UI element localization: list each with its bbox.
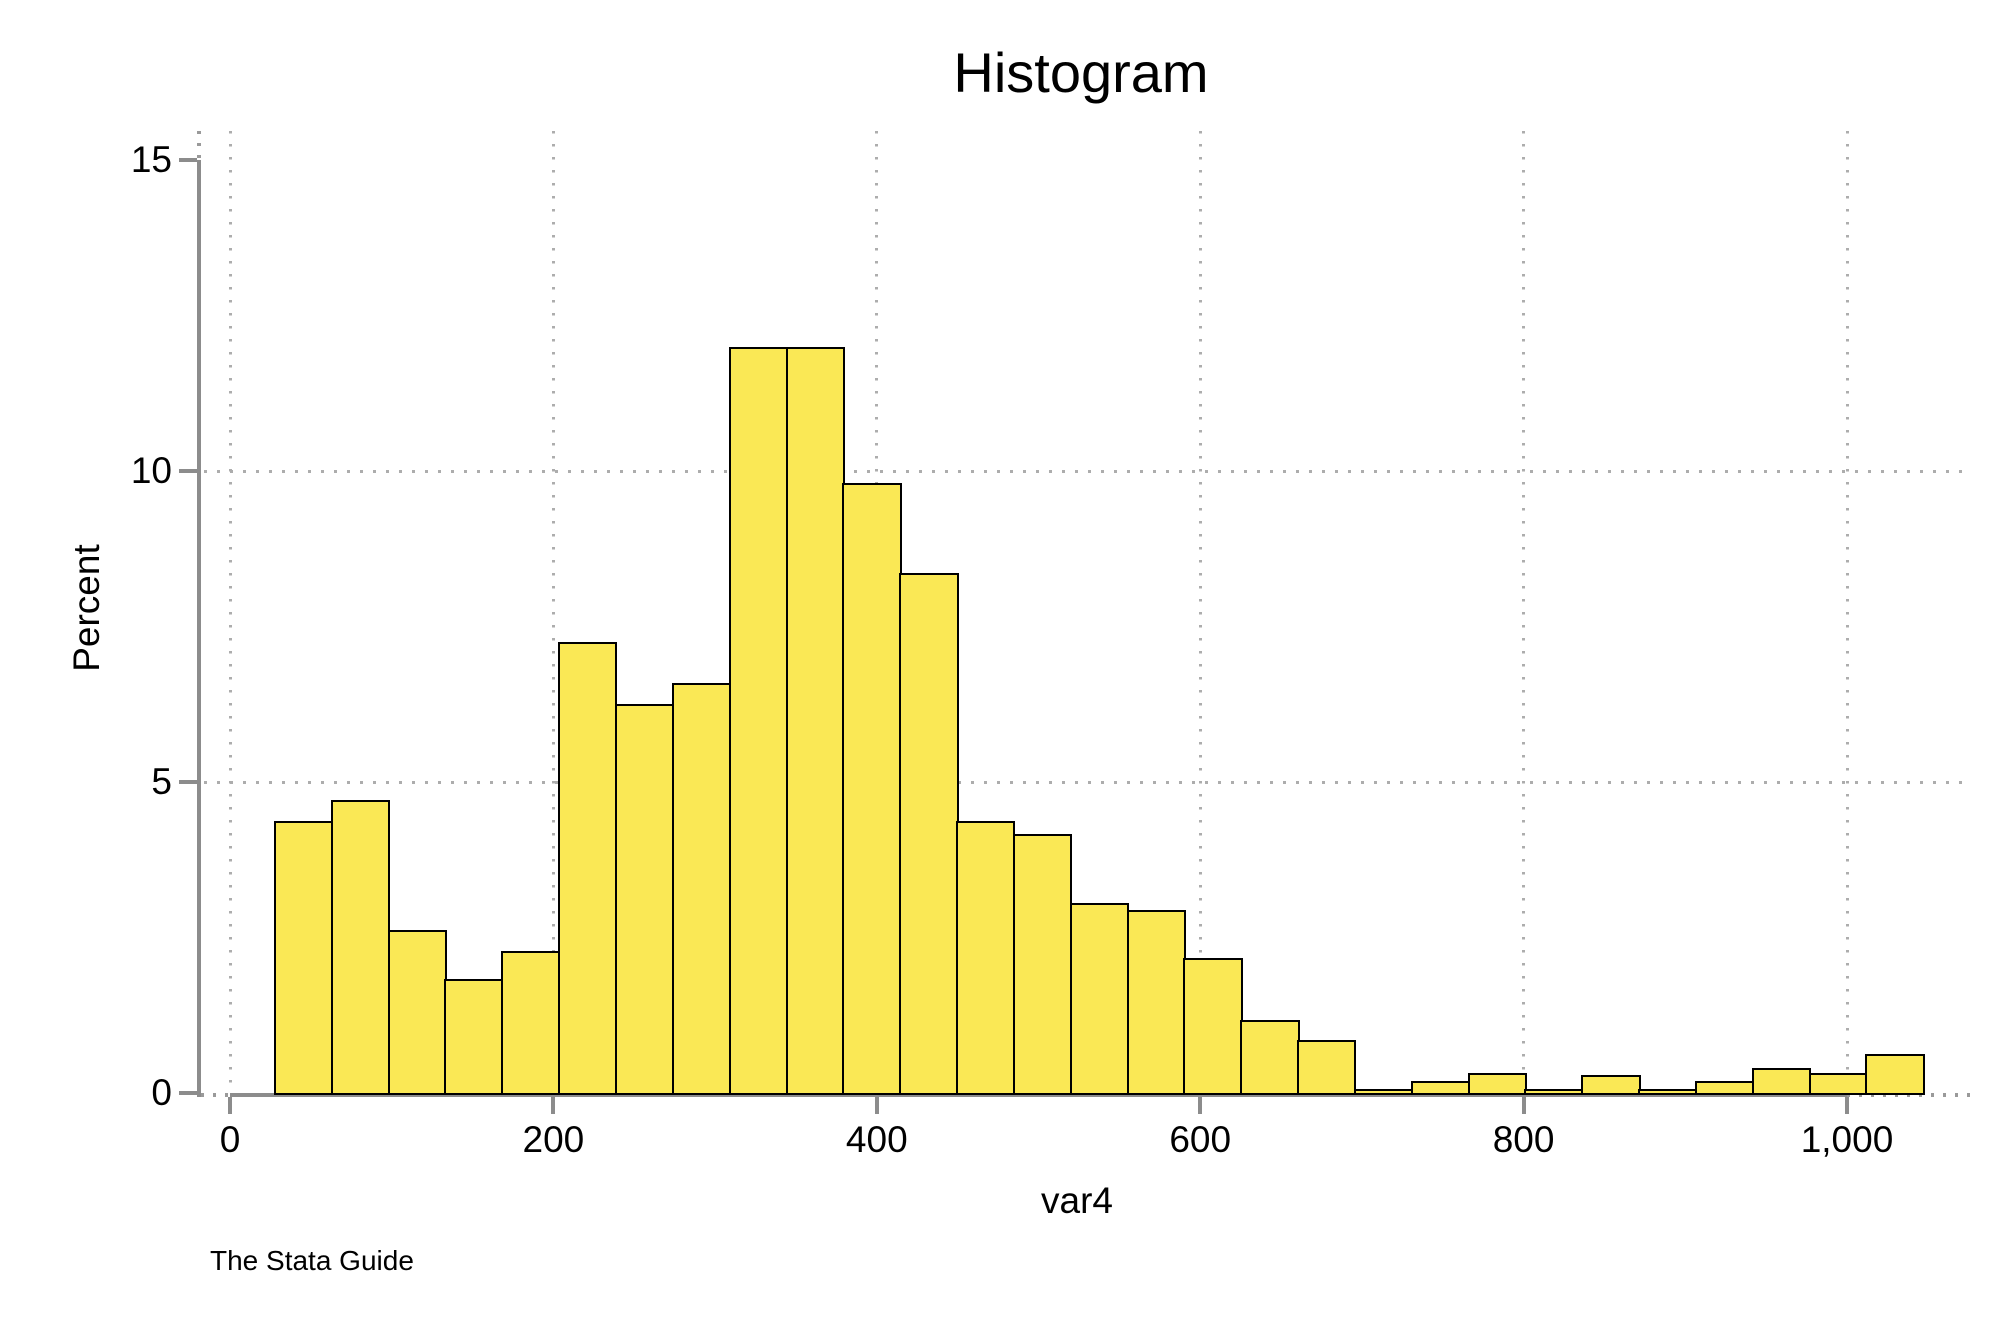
grid-line-vertical [1522, 131, 1526, 1090]
x-tick [874, 1097, 879, 1114]
histogram-bar [1410, 1081, 1471, 1095]
y-axis-line [197, 160, 201, 1097]
histogram-bar [1581, 1074, 1641, 1095]
x-tick-label: 1,000 [1800, 1119, 1894, 1160]
grid-line-horizontal [204, 780, 1970, 784]
x-tick [228, 1097, 232, 1114]
x-tick-label: 0 [219, 1119, 241, 1160]
histogram-bar [273, 820, 334, 1095]
histogram-bar [1808, 1073, 1868, 1095]
chart-title: Histogram [953, 41, 1209, 104]
y-tick-label: 10 [130, 450, 172, 491]
histogram-bar [1183, 958, 1243, 1095]
histogram-bar [785, 346, 845, 1095]
histogram-bar [842, 483, 902, 1095]
x-tick-label: 400 [845, 1119, 908, 1160]
histogram-bar [671, 683, 732, 1095]
x-tick-label: 800 [1492, 1119, 1555, 1160]
y-tick [179, 780, 197, 784]
y-axis-dotted-extension [197, 131, 201, 160]
histogram-bar [728, 346, 788, 1095]
grid-line-vertical [1198, 131, 1202, 1090]
y-tick-label: 0 [151, 1072, 172, 1113]
histogram-bar [1240, 1020, 1300, 1095]
histogram-bar [501, 951, 561, 1095]
y-tick [179, 469, 197, 473]
histogram-bar [1012, 834, 1073, 1095]
histogram-bar [1467, 1073, 1527, 1095]
histogram-bar [1524, 1089, 1584, 1095]
caption-note: The Stata Guide [210, 1245, 414, 1276]
x-tick [1845, 1097, 1849, 1114]
grid-line-vertical [228, 131, 232, 1090]
x-axis-line [230, 1093, 1847, 1097]
histogram-bar [1126, 910, 1186, 1095]
histogram-bar [956, 821, 1016, 1095]
x-tick-label: 600 [1169, 1119, 1232, 1160]
histogram-bar [330, 800, 391, 1095]
grid-line-horizontal [204, 469, 1970, 473]
y-tick [179, 158, 197, 162]
grid-line-vertical [1845, 131, 1849, 1090]
y-axis-title: Percent [66, 544, 107, 672]
histogram-bar [444, 979, 504, 1095]
histogram-bar [1865, 1053, 1925, 1095]
histogram-bar [1353, 1089, 1414, 1095]
x-axis-dotted-extension [1847, 1093, 1970, 1097]
y-tick [179, 1091, 197, 1095]
histogram-bar [1751, 1068, 1812, 1095]
x-tick [551, 1097, 556, 1114]
x-tick [1521, 1097, 1526, 1114]
x-tick-label: 200 [522, 1119, 585, 1160]
histogram-bar [1638, 1089, 1698, 1095]
x-axis-title: var4 [1041, 1180, 1113, 1221]
grid-line-vertical [551, 131, 555, 1090]
histogram-bar [615, 704, 675, 1095]
x-axis-dotted-corner [201, 1093, 230, 1097]
histogram-bar [558, 642, 618, 1095]
histogram-bar [1694, 1081, 1755, 1095]
histogram-bar [387, 930, 447, 1095]
y-tick-label: 15 [130, 139, 172, 180]
histogram-bar [1069, 903, 1130, 1095]
histogram-bar [1297, 1040, 1357, 1095]
x-tick [1198, 1097, 1203, 1114]
histogram-bar [899, 573, 959, 1095]
y-tick-label: 5 [151, 761, 172, 802]
